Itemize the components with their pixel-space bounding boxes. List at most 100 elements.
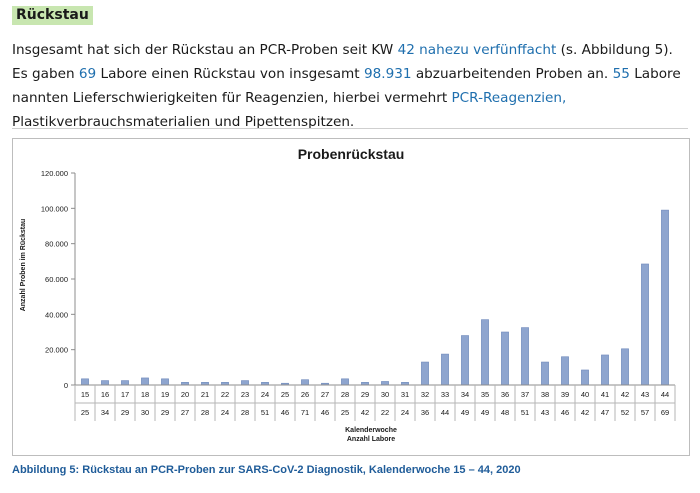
bar <box>621 348 629 386</box>
lab-count-label: 42 <box>581 408 589 417</box>
bar <box>641 263 649 386</box>
x-tick-label: 31 <box>401 390 409 399</box>
x-tick-label: 27 <box>321 390 329 399</box>
y-tick-label: 120.000 <box>41 169 68 178</box>
lab-count-label: 46 <box>281 408 289 417</box>
bar <box>661 209 669 386</box>
lab-count-label: 49 <box>481 408 489 417</box>
x-tick-label: 32 <box>421 390 429 399</box>
x-tick-label: 44 <box>661 390 669 399</box>
lab-count-label: 47 <box>601 408 609 417</box>
bar <box>441 353 449 386</box>
lab-count-label: 48 <box>501 408 509 417</box>
bar <box>461 335 469 386</box>
lab-count-label: 30 <box>141 408 149 417</box>
bar-chart: Probenrückstau Anzahl Proben im Rückstau… <box>20 146 676 443</box>
lab-count-label: 46 <box>321 408 329 417</box>
x-tick-label: 30 <box>381 390 389 399</box>
bar <box>501 331 509 386</box>
intro-paragraph: Insgesamt hat sich der Rückstau an PCR-P… <box>12 38 688 134</box>
lab-count-label: 22 <box>381 408 389 417</box>
lab-count-label: 69 <box>661 408 669 417</box>
x-tick-label: 33 <box>441 390 449 399</box>
lab-count-label: 29 <box>161 408 169 417</box>
highlighted-text: 55 <box>612 66 630 82</box>
bar <box>521 327 529 386</box>
x-tick-label: 17 <box>121 390 129 399</box>
bar <box>601 354 609 386</box>
x-tick-label: 23 <box>241 390 249 399</box>
lab-count-label: 71 <box>301 408 309 417</box>
lab-count-label: 24 <box>221 408 229 417</box>
divider <box>12 128 688 129</box>
lab-count-label: 25 <box>341 408 349 417</box>
x-tick-label: 26 <box>301 390 309 399</box>
lab-count-label: 51 <box>521 408 529 417</box>
lab-count-label: 52 <box>621 408 629 417</box>
x-tick-label: 40 <box>581 390 589 399</box>
chart-frame: Probenrückstau Anzahl Proben im Rückstau… <box>12 138 690 456</box>
bar <box>341 378 349 386</box>
x-axis-label: Kalenderwoche <box>345 427 397 434</box>
lab-count-label: 24 <box>401 408 409 417</box>
x-tick-label: 41 <box>601 390 609 399</box>
bar <box>541 361 549 386</box>
intro-text: Insgesamt hat sich der Rückstau an PCR-P… <box>12 42 398 58</box>
section-heading: Rückstau <box>12 6 93 25</box>
y-axis-label: Anzahl Proben im Rückstau <box>20 219 27 312</box>
x-tick-label: 20 <box>181 390 189 399</box>
x-tick-label: 34 <box>461 390 469 399</box>
bar <box>81 378 89 386</box>
x-tick-label: 22 <box>221 390 229 399</box>
y-axis: 0 20.000 40.000 60.000 80.000 100.000 120.000 <box>41 169 76 390</box>
y-tick-label: 80.000 <box>45 240 68 249</box>
x-tick-label: 39 <box>561 390 569 399</box>
bar <box>481 319 489 386</box>
intro-text: Labore nannten Lieferschwierigkeiten für… <box>12 66 681 106</box>
lab-count-label: 57 <box>641 408 649 417</box>
bar <box>421 361 429 386</box>
bar <box>241 380 249 386</box>
highlighted-text: PCR-Reagenzien, <box>451 90 567 106</box>
x-tick-label: 21 <box>201 390 209 399</box>
lab-count-label: 34 <box>101 408 109 417</box>
bar <box>561 356 569 386</box>
lab-count-label: 25 <box>81 408 89 417</box>
bar <box>581 369 589 386</box>
intro-text: Labore einen Rückstau von insgesamt <box>96 66 364 82</box>
highlighted-text: 42 nahezu verfünffacht <box>397 42 557 58</box>
figure-caption: Abbildung 5: Rückstau an PCR-Proben zur … <box>12 464 521 476</box>
bar <box>101 380 109 386</box>
bar <box>301 379 309 386</box>
x-tick-label: 42 <box>621 390 629 399</box>
y-tick-label: 40.000 <box>45 310 68 319</box>
lab-count-label: 28 <box>241 408 249 417</box>
lab-count-label: 51 <box>261 408 269 417</box>
lab-count-label: 42 <box>361 408 369 417</box>
x-tick-label: 16 <box>101 390 109 399</box>
lab-count-label: 36 <box>421 408 429 417</box>
x-tick-label: 28 <box>341 390 349 399</box>
y-tick-label: 20.000 <box>45 346 68 355</box>
x-axis-label-secondary: Anzahl Labore <box>347 436 395 443</box>
x-tick-label: 15 <box>81 390 89 399</box>
x-axis-table: 15 25 16 34 17 29 18 30 19 29 20 27 21 28 22 24 23 28 24 51… <box>74 384 676 421</box>
y-tick-label: 0 <box>64 381 68 390</box>
lab-count-label: 49 <box>461 408 469 417</box>
highlighted-text: 69 <box>78 66 97 82</box>
x-tick-label: 18 <box>141 390 149 399</box>
x-tick-label: 35 <box>481 390 489 399</box>
x-tick-label: 25 <box>281 390 289 399</box>
x-tick-label: 38 <box>541 390 549 399</box>
intro-text: abzuarbeitenden Proben an. <box>411 66 613 82</box>
x-tick-label: 36 <box>501 390 509 399</box>
chart-title: Probenrückstau <box>298 146 405 162</box>
lab-count-label: 27 <box>181 408 189 417</box>
x-tick-label: 43 <box>641 390 649 399</box>
intro-text: (s. Abbildung 5). Es gaben <box>12 42 673 82</box>
lab-count-label: 43 <box>541 408 549 417</box>
x-tick-label: 29 <box>361 390 369 399</box>
lab-count-label: 28 <box>201 408 209 417</box>
x-tick-label: 37 <box>521 390 529 399</box>
bar <box>141 377 149 386</box>
